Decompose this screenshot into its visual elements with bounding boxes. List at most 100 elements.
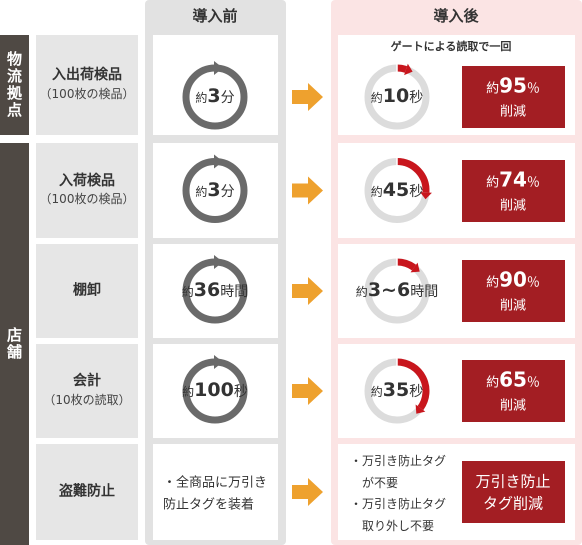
after-value: 約35秒 xyxy=(371,378,423,404)
text: ・全商品に万引き xyxy=(162,475,268,491)
text-line: 削減 xyxy=(486,100,540,122)
arrowhead xyxy=(404,63,413,76)
text: 90 xyxy=(499,267,527,292)
text: 削減 xyxy=(499,198,526,214)
text-line: ・全商品に万引き xyxy=(163,470,267,492)
after-arc xyxy=(396,158,430,193)
text-line: 入出荷検品 xyxy=(40,66,135,85)
arrow xyxy=(292,377,323,405)
text-line: ・万引き防止タグ xyxy=(350,492,446,514)
text: 約 xyxy=(370,91,383,106)
text: ・万引き防止タグ xyxy=(349,497,447,511)
text: 3~6 xyxy=(367,279,411,302)
arrowhead xyxy=(415,404,426,414)
text-line: 削減 xyxy=(486,294,540,316)
note: ゲートによる読取で一回 xyxy=(391,34,512,56)
text: 3 xyxy=(207,85,221,108)
arrow xyxy=(292,176,323,205)
text: （10枚の読取） xyxy=(43,393,131,407)
row-label-cell xyxy=(36,35,138,135)
text: 店舗 xyxy=(5,327,23,361)
before-text: ・全商品に万引き 防止タグを装着 xyxy=(163,470,267,513)
after-value: 約10秒 xyxy=(371,84,423,110)
text: 約 xyxy=(370,385,383,400)
reduction-box xyxy=(462,360,565,422)
text: 入荷検品 xyxy=(59,172,115,189)
reduction: 約74％ 削減 xyxy=(486,166,540,215)
reduction: 約95％ 削減 xyxy=(486,73,540,122)
result: 万引き防止 タグ削減 xyxy=(475,470,550,513)
text: タグ削減 xyxy=(482,494,544,512)
text-line: 削減 xyxy=(486,394,540,416)
text: 約 xyxy=(182,385,195,400)
reduction: 約65％ 削減 xyxy=(486,367,540,416)
header-before: 導入前 xyxy=(192,6,237,26)
text: ％ xyxy=(526,81,540,97)
text: ％ xyxy=(526,275,540,291)
result-box xyxy=(462,461,565,523)
text: 35 xyxy=(382,379,410,402)
text: 削減 xyxy=(499,398,526,414)
text: （100枚の検品） xyxy=(39,192,135,207)
row-label: 会計 （10枚の読取） xyxy=(43,372,130,410)
text: 95 xyxy=(499,73,527,98)
before-value: 約100秒 xyxy=(182,378,248,404)
row-label: 入出荷検品 （100枚の検品） xyxy=(40,66,135,104)
text-line: （100枚の検品） xyxy=(40,85,135,104)
text: ・万引き防止タグ xyxy=(349,453,447,468)
text: 約 xyxy=(370,184,383,199)
text-line: 会計 xyxy=(43,372,130,391)
text-line: 万引き防止 xyxy=(475,470,550,492)
after-arc xyxy=(396,258,417,271)
group-label: 物流拠点 xyxy=(0,35,29,135)
text: 約 xyxy=(181,285,194,300)
text: 約 xyxy=(486,375,500,391)
text: 入出荷検品 xyxy=(52,67,122,84)
text: 防止タグを装着 xyxy=(162,497,255,512)
text: 秒 xyxy=(233,384,248,401)
after-arc xyxy=(396,358,430,411)
text: 棚卸 xyxy=(73,282,101,299)
after-arc xyxy=(396,64,408,73)
text: （100枚の検品） xyxy=(39,87,135,101)
arrowhead xyxy=(214,255,223,269)
group-label: 店舗 xyxy=(0,143,29,545)
text: 45 xyxy=(382,178,410,201)
row-label: 入荷検品 （100枚の検品） xyxy=(40,172,135,210)
reduction-value: 約90％ xyxy=(486,267,540,294)
text: 約 xyxy=(195,184,208,199)
before-value: 約3分 xyxy=(195,178,234,204)
row-label-cell xyxy=(36,444,138,540)
text: 時間 xyxy=(410,284,439,301)
arrow xyxy=(292,478,323,506)
reduction-value: 約65％ xyxy=(486,367,540,394)
reduction-box xyxy=(462,260,565,322)
text-line: 取り外し不要 xyxy=(350,514,446,536)
text-line: 削減 xyxy=(486,193,540,215)
text-line: 盗難防止 xyxy=(59,483,115,502)
before-value: 約3分 xyxy=(195,84,234,110)
text: ％ xyxy=(526,375,540,391)
after-list: ・万引き防止タグ が不要 ・万引き防止タグ 取り外し不要 xyxy=(350,449,446,535)
reduction-box xyxy=(462,159,565,222)
text: 秒 xyxy=(409,183,424,200)
row-label-cell xyxy=(36,244,138,338)
row-label: 盗難防止 xyxy=(59,483,115,502)
after-value: 約45秒 xyxy=(371,178,423,204)
text-line: が不要 xyxy=(350,470,446,492)
text: 約 xyxy=(195,91,208,106)
text-line: 棚卸 xyxy=(73,282,101,301)
text: 約 xyxy=(355,285,368,300)
text: 65 xyxy=(499,367,527,392)
header-after: 導入後 xyxy=(433,6,478,26)
text: 時間 xyxy=(220,284,249,301)
arrow xyxy=(292,277,323,305)
text: ゲートによる読取で一回 xyxy=(390,40,512,54)
text: 74 xyxy=(499,167,527,192)
arrowhead xyxy=(214,61,223,75)
text: 取り外し不要 xyxy=(361,518,435,533)
text: が不要 xyxy=(361,475,399,490)
text-line: ・万引き防止タグ xyxy=(350,449,446,471)
text: 100 xyxy=(194,379,234,402)
text: 3 xyxy=(207,178,221,201)
